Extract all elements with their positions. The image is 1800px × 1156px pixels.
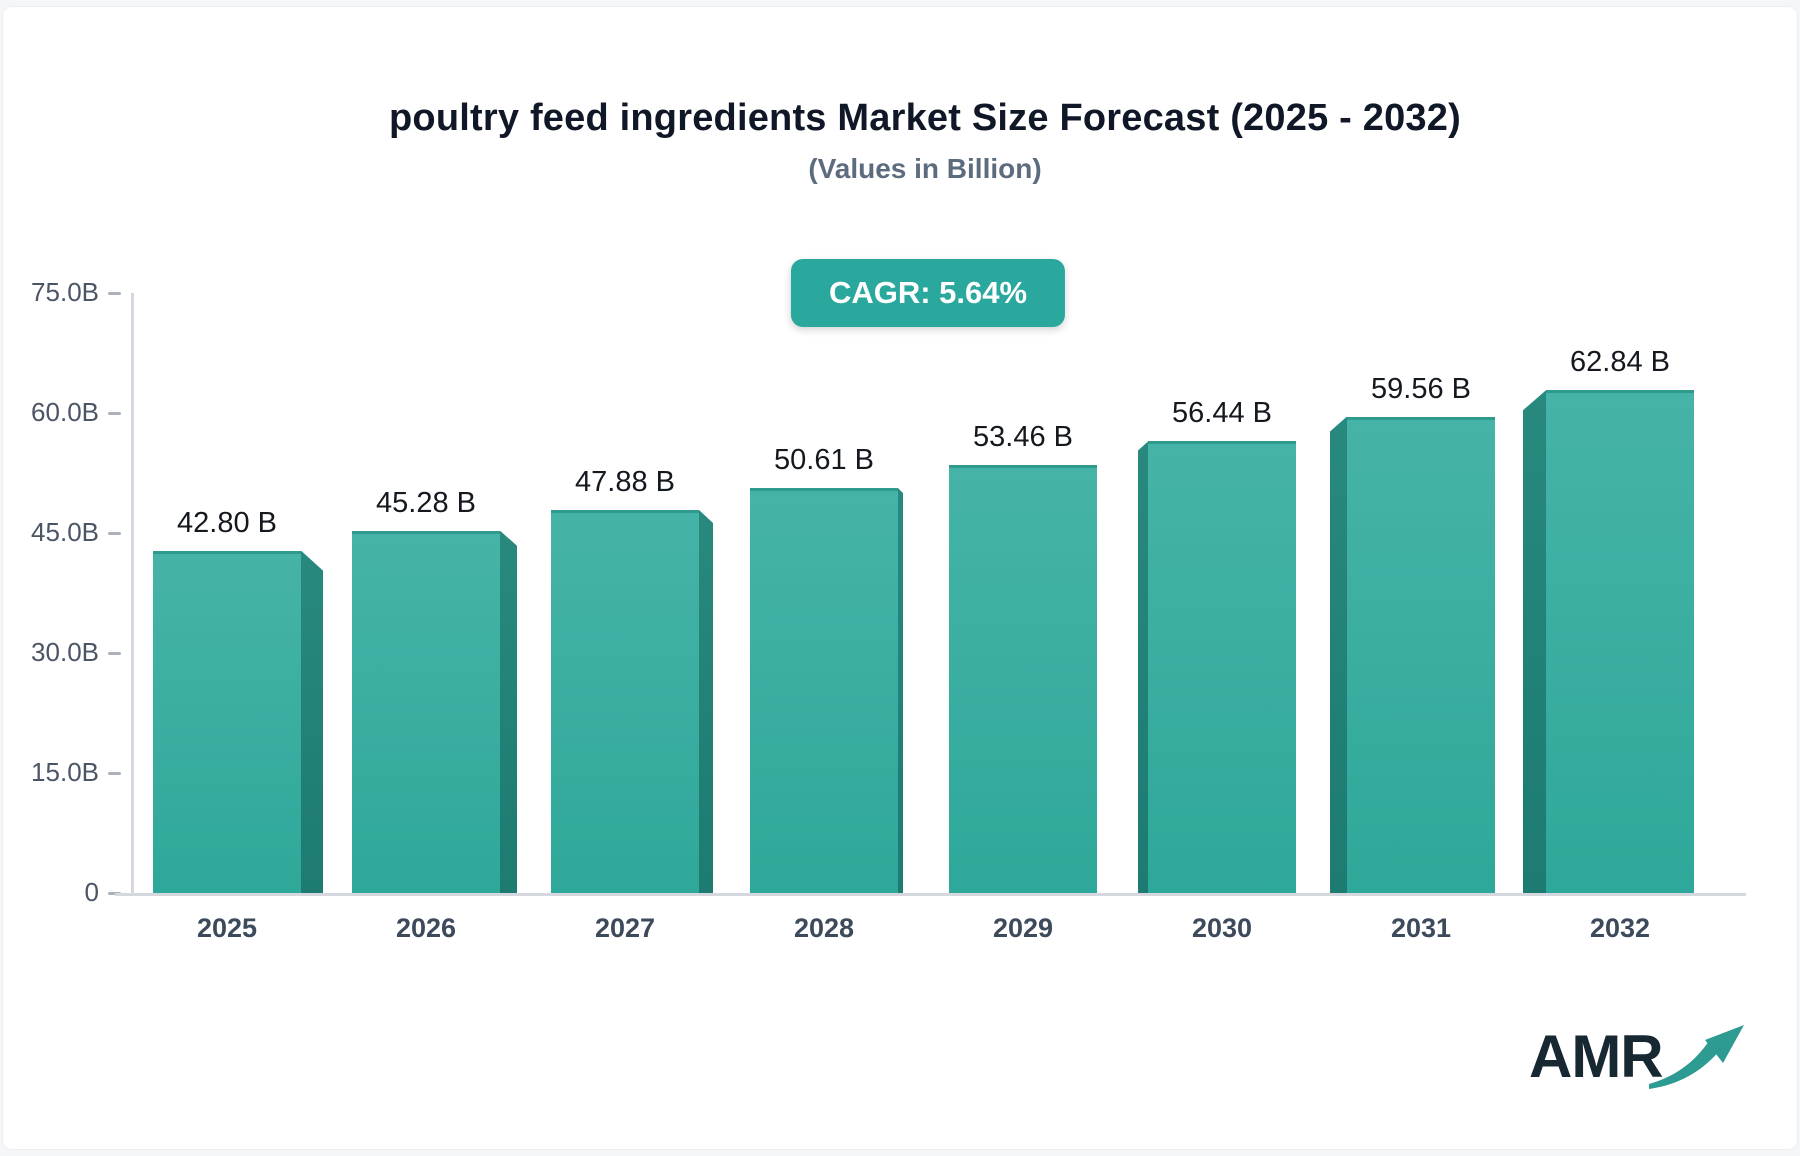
y-axis-tick-mark [108, 532, 121, 535]
bar-2026[interactable] [352, 530, 517, 893]
y-axis-tick-mark [108, 892, 121, 895]
x-axis-label-2032: 2032 [1589, 913, 1651, 943]
y-axis-line [131, 293, 134, 893]
bar-value-label: 42.80 B [177, 506, 277, 539]
x-axis-label-2027: 2027 [594, 913, 656, 943]
x-axis-label-2030: 2030 [1191, 913, 1253, 943]
bar-2027[interactable] [551, 509, 713, 893]
logo-growth-arrow-icon [1648, 1025, 1744, 1089]
bar-value-label: 47.88 B [575, 465, 675, 498]
chart-subtitle: (Values in Billion) [808, 153, 1042, 184]
bar-2030[interactable] [1138, 441, 1296, 893]
bar-value-label: 59.56 B [1371, 372, 1471, 405]
bar-body [949, 465, 1097, 893]
y-axis-tick-label: 45.0B [31, 517, 99, 547]
bar-value-label: 62.84 B [1570, 346, 1670, 379]
x-axis-label-2029: 2029 [992, 913, 1054, 943]
y-axis-tick-mark [108, 292, 121, 295]
bar-value-label: 50.61 B [774, 444, 874, 477]
bar-value-label: 53.46 B [973, 421, 1073, 454]
bar-chart-plot-area: 0 15.0B 30.0B 45.0B 60.0B 75.0B 42.80 B 2025 45.… [3, 7, 1797, 1149]
y-axis-tick-mark [108, 772, 121, 775]
bar-3d-side-panel [1523, 390, 1546, 893]
bar-body [1148, 441, 1296, 893]
y-axis-tick-label: 15.0B [31, 757, 99, 787]
brand-logo: AMR [1529, 1023, 1747, 1097]
x-axis-label-2028: 2028 [793, 913, 855, 943]
bar-2028[interactable] [750, 488, 903, 893]
y-axis-tick-label: 30.0B [31, 637, 99, 667]
chart-card: poultry feed ingredients Market Size For… [2, 6, 1798, 1150]
y-axis-tick-label: 0 [84, 877, 99, 907]
bar-body [551, 509, 699, 893]
bar-body [153, 550, 301, 893]
bar-body [750, 488, 898, 893]
bar-body [352, 530, 500, 893]
bar-value-label: 45.28 B [376, 486, 476, 519]
bar-3d-side-panel [898, 488, 903, 893]
bar-3d-side-panel [699, 509, 713, 893]
bar-3d-side-panel [500, 530, 517, 893]
y-axis-tick-label: 60.0B [31, 397, 99, 427]
bar-value-label: 56.44 B [1172, 397, 1272, 430]
x-axis-label-2026: 2026 [395, 913, 457, 943]
logo-text: AMR [1529, 1023, 1664, 1090]
bar-body [1546, 390, 1694, 893]
x-axis-label-2031: 2031 [1390, 913, 1452, 943]
bar-2032[interactable] [1523, 390, 1694, 893]
y-axis-tick-mark [108, 652, 121, 655]
x-axis-label-2025: 2025 [196, 913, 258, 943]
y-axis-tick-label: 75.0B [31, 277, 99, 307]
x-axis-baseline [115, 893, 1746, 896]
cagr-badge: CAGR: 5.64% [790, 259, 1066, 327]
bar-2031[interactable] [1330, 416, 1495, 893]
bar-3d-side-panel [1330, 416, 1347, 893]
bar-3d-side-panel [301, 550, 323, 893]
chart-title: poultry feed ingredients Market Size For… [389, 97, 1461, 139]
bar-body [1347, 416, 1495, 893]
y-axis-tick-mark [108, 412, 121, 415]
bar-2029[interactable] [949, 465, 1097, 893]
bar-2025[interactable] [153, 550, 323, 893]
bar-3d-side-panel [1138, 441, 1148, 893]
